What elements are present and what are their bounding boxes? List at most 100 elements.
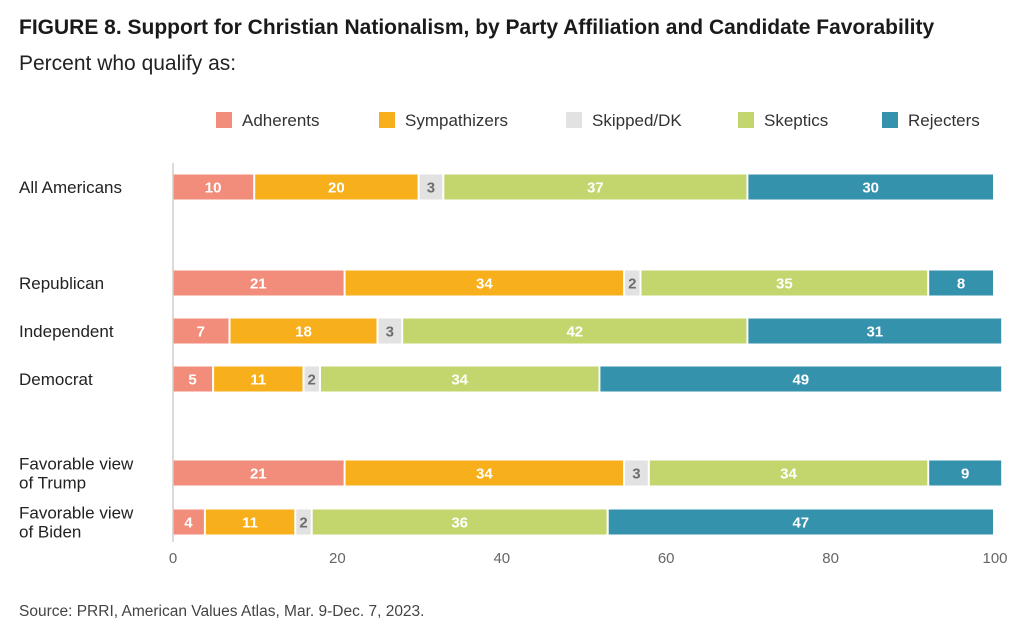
category-label-line: Favorable view [19,455,134,474]
category-label-line: Republican [19,274,104,293]
bar-segment [296,509,311,535]
legend-label: Skeptics [764,111,828,130]
data-label: 11 [250,372,266,389]
bar-segment [312,509,607,535]
data-label: 10 [205,180,222,197]
data-label: 2 [308,372,316,389]
bar-segment [304,366,319,392]
data-label: 4 [184,515,193,532]
bar-segment [444,174,747,200]
bar-segment [608,509,993,535]
chart-subtitle: Percent who qualify as: [19,52,237,75]
data-label: 49 [792,372,809,389]
category-labels: All Americans Republican Independent Democr… [19,178,134,542]
bar-segment [214,366,303,392]
x-tick-label: 0 [169,550,177,567]
bar-segment [748,318,1002,344]
data-label: 3 [632,466,640,483]
bar-segment [748,174,993,200]
chart-title: FIGURE 8. Support for Christian National… [19,16,935,39]
bar-row: 10 20 3 37 30 [173,174,993,200]
category-label: Independent [19,322,114,341]
bar-segment [378,318,402,344]
x-tick-label: 80 [822,550,839,567]
bar-segment [625,460,648,486]
data-label: 5 [188,372,196,389]
data-label: 42 [566,324,583,341]
bar-segment [230,318,377,344]
legend-label: Adherents [242,111,320,130]
x-axis-ticks: 0 20 40 60 80 100 [169,550,1008,567]
data-label: 34 [476,276,493,293]
category-label: Republican [19,274,104,293]
bar-segment [625,270,640,296]
bar-segment [929,270,993,296]
category-label-line: All Americans [19,178,122,197]
bar-segment [600,366,1002,392]
chart-legend: Adherents Sympathizers Skipped/DK Skeptics R… [216,111,980,130]
bar-segment [345,270,624,296]
bar-segment [173,270,344,296]
bar-segment [419,174,443,200]
legend-item-skeptics: Skeptics [738,111,828,130]
data-label: 2 [628,276,636,293]
bar-segment [345,460,624,486]
data-label: 34 [451,372,468,389]
category-label-line: of Biden [19,523,81,542]
bar-row: 21 34 3 34 9 [173,460,1002,486]
bar-segment [929,460,1002,486]
x-tick-label: 20 [329,550,346,567]
category-label: Democrat [19,370,93,389]
data-label: 21 [250,466,267,483]
data-label: 31 [866,324,883,341]
data-label: 3 [386,324,394,341]
legend-swatch [882,112,898,128]
legend-item-skipped-dk: Skipped/DK [566,111,682,130]
data-label: 20 [328,180,345,197]
category-label-line: Favorable view [19,504,134,523]
data-label: 37 [587,180,604,197]
category-label: All Americans [19,178,122,197]
data-label: 3 [427,180,435,197]
bar-row: 4 11 2 36 47 [173,509,993,535]
bar-segment [173,366,213,392]
bar-segment [321,366,599,392]
bar-segment [173,174,254,200]
bar-row: 5 11 2 34 49 [173,366,1002,392]
bar-row: 7 18 3 42 31 [173,318,1002,344]
category-label-line: Democrat [19,370,93,389]
data-label: 8 [957,276,965,293]
bar-row: 21 34 2 35 8 [173,270,993,296]
legend-swatch [379,112,395,128]
legend-swatch [738,112,754,128]
legend-label: Skipped/DK [592,111,682,130]
legend-swatch [216,112,232,128]
data-label: 11 [242,515,258,532]
bar-segment [403,318,747,344]
category-label: Favorable view of Biden [19,504,134,542]
bar-segment [173,509,204,535]
x-tick-label: 40 [493,550,510,567]
bar-segment [255,174,418,200]
bar-segment [173,460,344,486]
bar-segment [205,509,295,535]
data-label: 36 [451,515,468,532]
data-label: 35 [776,276,793,293]
bar-segment [173,318,229,344]
bar-segment [641,270,928,296]
data-label: 34 [780,466,797,483]
data-label: 7 [197,324,205,341]
data-label: 2 [299,515,307,532]
data-label: 18 [295,324,312,341]
data-label: 21 [250,276,267,293]
data-label: 30 [862,180,879,197]
legend-swatch [566,112,582,128]
legend-item-rejecters: Rejecters [882,111,980,130]
x-tick-label: 60 [658,550,675,567]
category-label: Favorable view of Trump [19,455,134,493]
x-tick-label: 100 [982,550,1007,567]
bar-segment [649,460,928,486]
legend-item-adherents: Adherents [216,111,320,130]
